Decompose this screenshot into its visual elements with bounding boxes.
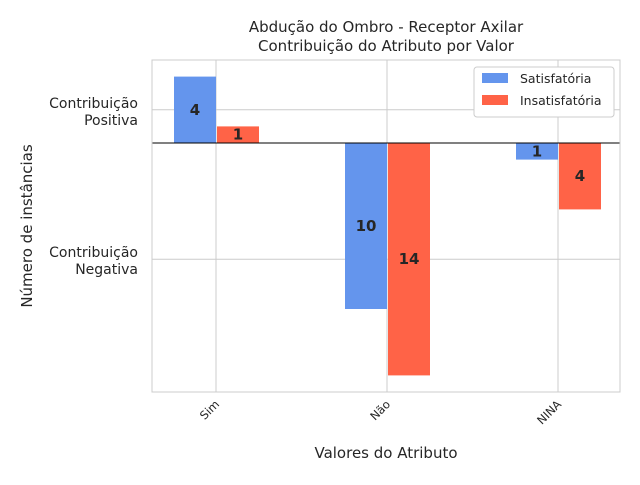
legend-swatch-insatisfatoria (482, 95, 508, 105)
bar-satisfatoria-nao (345, 143, 387, 309)
y-axis-label: Número de instâncias (18, 144, 36, 308)
value-labels: 4 10 1 1 14 4 (190, 101, 585, 268)
x-ticks: Sim Não NINA (197, 397, 564, 427)
value-label-insatisfatoria-sim: 1 (233, 126, 243, 144)
legend-box (473, 66, 615, 118)
x-tick-label-nao: Não (367, 397, 393, 423)
legend: Satisfatória Insatisfatória (473, 66, 615, 118)
bar-satisfatoria-sim (174, 76, 216, 143)
value-label-satisfatoria-sim: 4 (190, 101, 200, 119)
value-label-insatisfatoria-nao: 14 (399, 250, 420, 268)
x-axis-label: Valores do Atributo (314, 444, 457, 462)
y-tick-label: Negativa (75, 262, 138, 278)
chart-subtitle: Contribuição do Atributo por Valor (258, 37, 515, 55)
y-tick-label: Contribuição (49, 245, 138, 261)
plot-frame (151, 59, 621, 393)
bar-insatisfatoria-sim (217, 126, 259, 143)
bars (174, 76, 601, 376)
legend-label-satisfatoria: Satisfatória (520, 71, 591, 86)
y-tick-label: Contribuição (49, 96, 138, 112)
bar-satisfatoria-nina (516, 143, 558, 160)
x-tick-label-nina: NINA (534, 397, 564, 427)
bar-insatisfatoria-nina (559, 143, 601, 210)
chart-title: Abdução do Ombro - Receptor Axilar (249, 18, 524, 36)
value-label-satisfatoria-nao: 10 (356, 217, 377, 235)
y-tick-label: Positiva (84, 113, 138, 129)
value-label-satisfatoria-nina: 1 (532, 142, 542, 160)
x-tick-label-sim: Sim (197, 397, 222, 422)
legend-swatch-satisfatoria (482, 73, 508, 83)
bar-insatisfatoria-nao (388, 143, 430, 376)
value-label-insatisfatoria-nina: 4 (575, 167, 585, 185)
legend-label-insatisfatoria: Insatisfatória (520, 93, 602, 108)
